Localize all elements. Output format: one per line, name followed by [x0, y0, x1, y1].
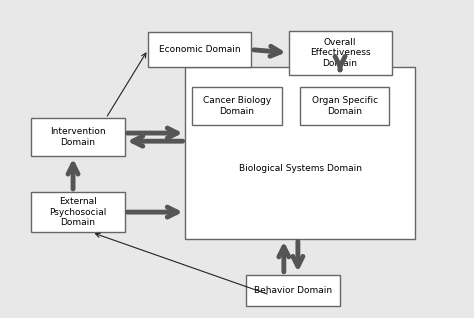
Bar [289, 31, 392, 75]
Text: Cancer Biology
Domain: Cancer Biology Domain [203, 96, 271, 115]
Text: Intervention
Domain: Intervention Domain [50, 128, 106, 147]
Text: Behavior Domain: Behavior Domain [254, 286, 332, 295]
Text: Organ Specific
Domain: Organ Specific Domain [312, 96, 378, 115]
Text: Economic Domain: Economic Domain [159, 45, 240, 54]
Text: Biological Systems Domain: Biological Systems Domain [239, 164, 362, 173]
Text: Overall
Effectiveness
Domain: Overall Effectiveness Domain [310, 38, 370, 68]
Bar [185, 67, 415, 239]
Bar [246, 275, 340, 306]
Bar [31, 118, 125, 156]
Text: External
Psychosocial
Domain: External Psychosocial Domain [49, 197, 107, 227]
Bar [148, 32, 251, 67]
Bar [300, 87, 389, 125]
Bar [31, 192, 125, 232]
Bar [192, 87, 282, 125]
